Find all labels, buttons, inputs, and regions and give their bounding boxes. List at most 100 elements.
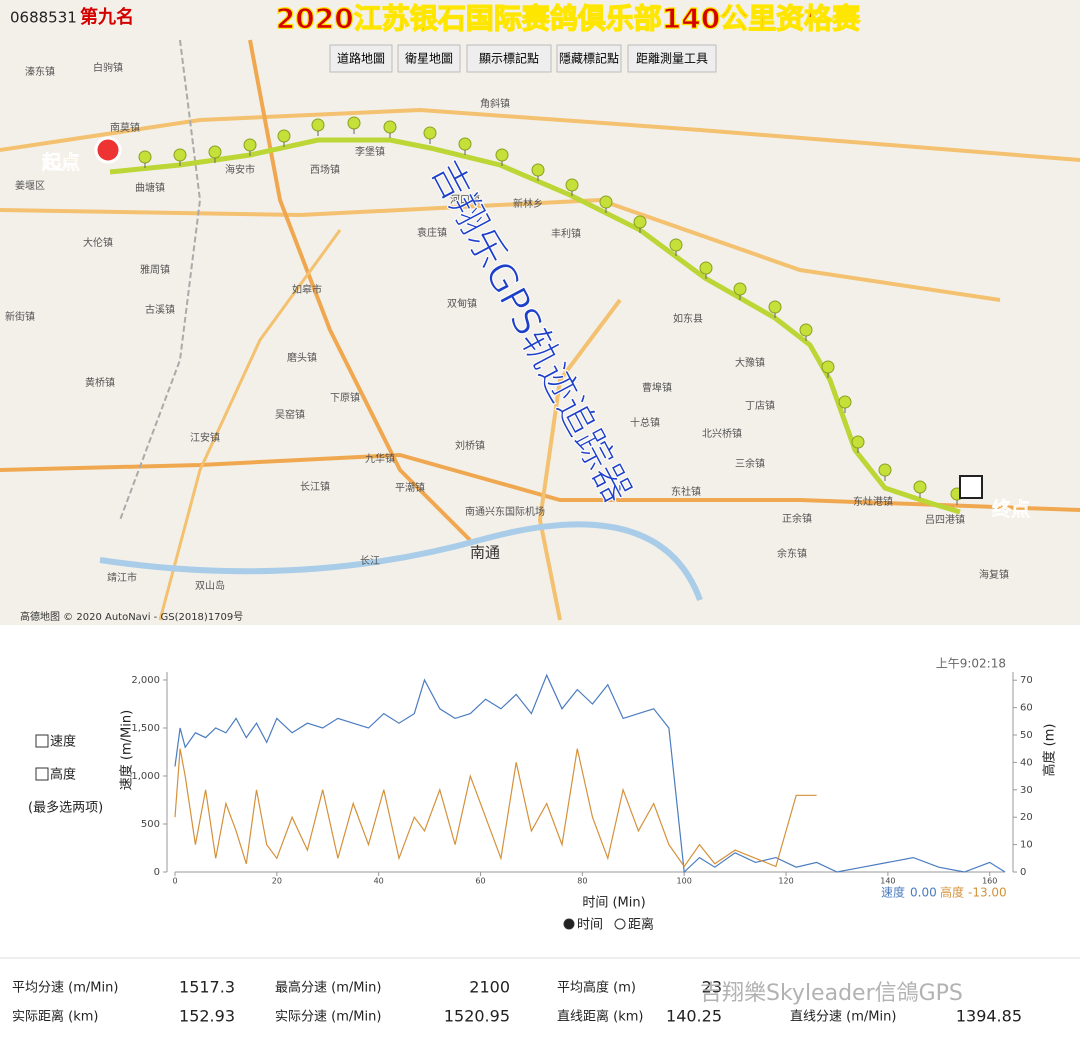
stat-value: 2100 xyxy=(469,978,510,997)
y2-tick-label: 40 xyxy=(1020,757,1033,768)
map-button[interactable] xyxy=(627,44,717,73)
x-tick-label: 160 xyxy=(982,877,997,886)
map-button-label[interactable]: 道路地圖 xyxy=(337,51,385,66)
place-label: 东灶港镇 xyxy=(853,495,893,508)
map-button-label[interactable]: 距離測量工具 xyxy=(636,52,708,66)
pin xyxy=(311,118,325,132)
place-label: 东社镇 xyxy=(671,485,701,498)
place-label: 九华镇 xyxy=(365,452,395,465)
stat-label: 最高分速 (m/Min) xyxy=(275,980,381,996)
place-label: 长江镇 xyxy=(300,480,330,493)
place-label: 曲塘镇 xyxy=(135,181,165,194)
y2-tick-label: 10 xyxy=(1020,840,1033,851)
pin xyxy=(383,120,397,134)
page-title: 2020江苏银石国际赛鸽俱乐部140公里资格赛 xyxy=(276,2,861,35)
place-label: 黄桥镇 xyxy=(85,376,115,389)
place-label: 丁店镇 xyxy=(745,399,775,412)
readout-value: 0.00 xyxy=(910,886,937,900)
place-label: 海安市 xyxy=(225,163,255,176)
map-button[interactable] xyxy=(556,44,622,73)
radio[interactable] xyxy=(614,918,626,930)
pigeon-id: 0688531 xyxy=(10,9,77,27)
place-label: 余东镇 xyxy=(777,547,807,560)
readout-name: 高度 xyxy=(940,885,964,900)
stats-watermark: 吉翔樂Skyleader信鴿GPS xyxy=(700,981,963,1006)
place-label: 北兴桥镇 xyxy=(702,427,742,440)
stats-table: 平均分速 (m/Min) 1517.3 最高分速 (m/Min) 2100 平均高度 (… xyxy=(12,978,1022,1026)
pin xyxy=(277,129,291,143)
pin xyxy=(347,116,361,130)
place-label: 丰利镇 xyxy=(551,227,581,240)
end-label: 终点 xyxy=(992,498,1030,521)
place-label: 大豫镇 xyxy=(735,356,765,369)
pin xyxy=(243,138,257,152)
place-label: 平潮镇 xyxy=(395,481,425,494)
place-label: 十总镇 xyxy=(630,416,660,429)
radio[interactable] xyxy=(563,918,575,930)
pin xyxy=(633,215,647,229)
radio-label[interactable]: 时间 xyxy=(577,918,603,933)
place-label: 溱东镇 xyxy=(25,65,55,78)
x-tick-label: 120 xyxy=(778,877,793,886)
y2-tick-label: 70 xyxy=(1020,675,1033,686)
place-label: 河口镇 xyxy=(450,193,480,206)
place-label: 吴窑镇 xyxy=(275,408,305,421)
x-tick-label: 0 xyxy=(172,877,177,886)
pin xyxy=(851,435,865,449)
pin xyxy=(669,238,683,252)
place-label: 袁庄镇 xyxy=(417,226,447,239)
place-label: 西场镇 xyxy=(310,163,340,176)
place-label: 古溪镇 xyxy=(145,303,175,316)
place-label: 如东县 xyxy=(673,312,703,325)
checkbox[interactable] xyxy=(35,767,49,781)
place-label: 雅周镇 xyxy=(140,263,170,276)
map-button-label[interactable]: 隱藏標記點 xyxy=(559,51,619,66)
pin xyxy=(838,395,852,409)
map-button-label[interactable]: 衛星地圖 xyxy=(405,52,453,66)
map-button-label[interactable]: 顯示標記點 xyxy=(479,51,539,66)
map-copyright: 高德地图 © 2020 AutoNavi - GS(2018)1709号 xyxy=(20,610,243,623)
y-tick-label: 1,500 xyxy=(131,723,160,734)
map-button[interactable] xyxy=(329,44,393,73)
place-label: 新林乡 xyxy=(513,197,543,210)
pin xyxy=(531,163,545,177)
stat-label: 平均分速 (m/Min) xyxy=(12,981,118,996)
place-label: 正余镇 xyxy=(782,512,812,525)
time-label: 上午9:02:18 xyxy=(936,657,1006,671)
series-line xyxy=(174,673,1006,874)
pin xyxy=(423,126,437,140)
map-button[interactable] xyxy=(466,44,552,73)
pin xyxy=(495,148,509,162)
pin xyxy=(699,261,713,275)
stat-label: 平均高度 (m) xyxy=(557,980,636,996)
start-icon xyxy=(94,136,122,164)
place-label: 双甸镇 xyxy=(447,297,477,310)
x-tick-label: 140 xyxy=(880,877,895,886)
x-axis-title: 时间 (Min) xyxy=(582,896,645,911)
place-label: 李堡镇 xyxy=(355,145,385,158)
pin xyxy=(733,282,747,296)
route-pins xyxy=(138,116,964,505)
checkbox[interactable] xyxy=(35,734,49,748)
map-button[interactable] xyxy=(397,44,461,73)
place-label: 下原镇 xyxy=(330,391,360,404)
stat-value: 1517.3 xyxy=(179,978,235,997)
place-label: 曹埠镇 xyxy=(642,381,672,394)
stat-value: 1520.95 xyxy=(444,1007,510,1026)
pin xyxy=(599,195,613,209)
y2-tick-label: 0 xyxy=(1020,867,1026,878)
place-label: 如皋市 xyxy=(292,283,322,296)
pin xyxy=(565,178,579,192)
x-tick-label: 40 xyxy=(374,877,384,886)
checkbox-label[interactable]: 高度 xyxy=(50,767,76,783)
radio-label[interactable]: 距离 xyxy=(628,917,654,933)
x-tick-label: 20 xyxy=(272,877,282,886)
map-buttons: 道路地圖 衛星地圖 顯示標記點 隱藏標記點 距離測量工具 xyxy=(329,44,717,73)
pin xyxy=(208,145,222,159)
checkbox-label[interactable]: 速度 xyxy=(50,734,76,750)
pin xyxy=(173,148,187,162)
x-tick-label: 80 xyxy=(577,877,587,886)
stat-label: 实际分速 (m/Min) xyxy=(275,1010,381,1025)
place-label: 三余镇 xyxy=(735,457,765,470)
